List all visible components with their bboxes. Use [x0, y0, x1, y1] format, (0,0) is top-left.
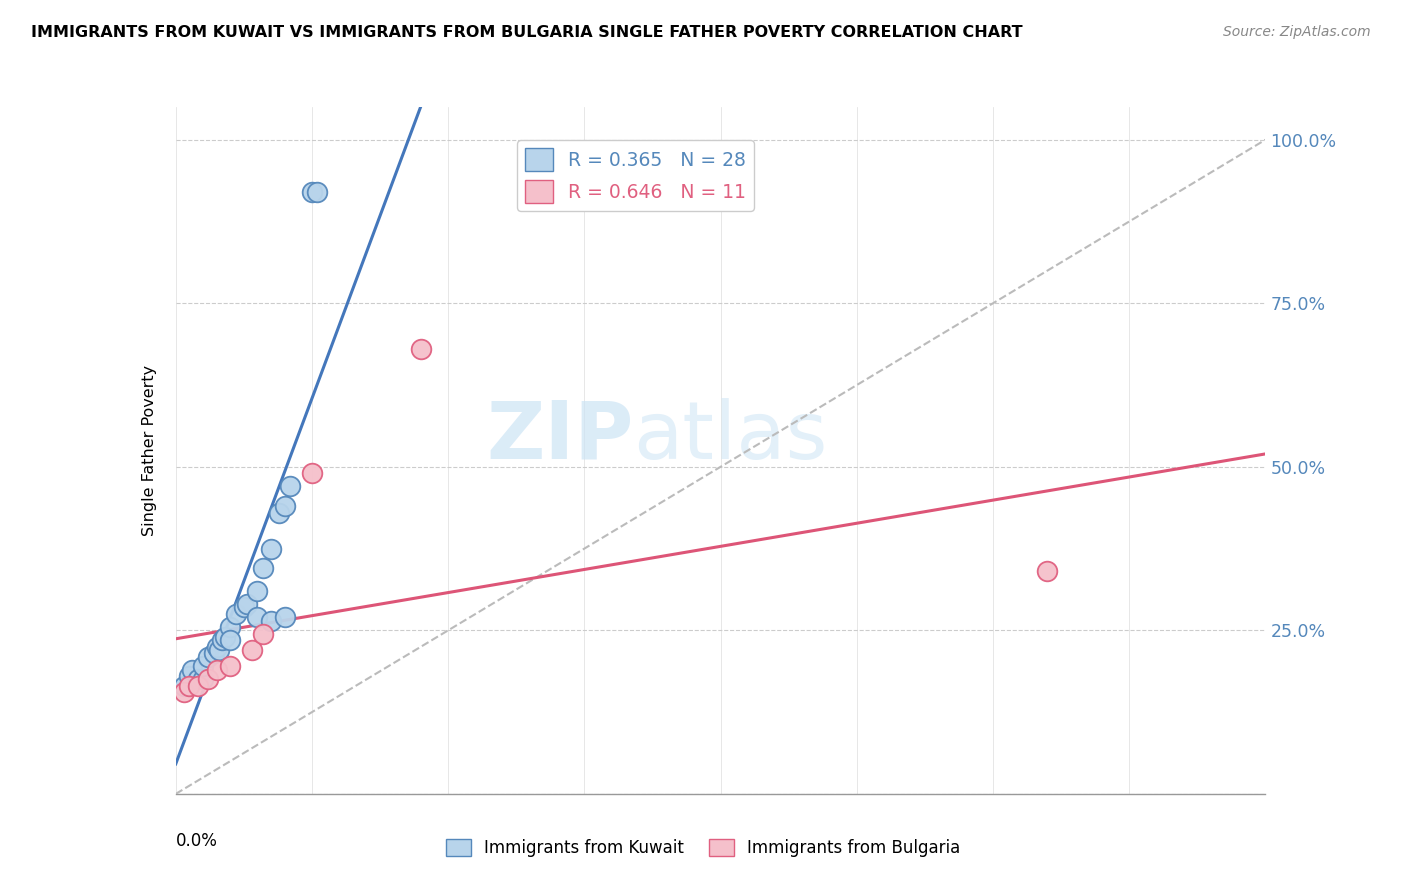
Point	[219, 633, 242, 648]
Point	[219, 620, 242, 634]
Point	[225, 607, 247, 621]
Text: ZIP: ZIP	[486, 398, 633, 475]
Point	[307, 185, 329, 199]
Point	[191, 673, 214, 687]
Point	[186, 673, 209, 687]
Point	[301, 467, 323, 481]
Point	[246, 584, 269, 599]
Point	[235, 597, 257, 611]
Point	[202, 646, 225, 660]
Text: Source: ZipAtlas.com: Source: ZipAtlas.com	[1223, 25, 1371, 39]
Point	[409, 342, 432, 356]
Point	[1036, 565, 1059, 579]
Point	[173, 685, 195, 699]
Point	[179, 679, 201, 693]
Point	[197, 673, 219, 687]
Point	[260, 614, 283, 628]
Point	[232, 600, 254, 615]
Text: 0.0%: 0.0%	[176, 831, 218, 850]
Point	[269, 506, 291, 520]
Point	[205, 640, 228, 654]
Point	[274, 610, 297, 624]
Point	[260, 541, 283, 556]
Point	[179, 669, 201, 683]
Point	[191, 659, 214, 673]
Point	[252, 626, 274, 640]
Point	[246, 610, 269, 624]
Point	[181, 663, 204, 677]
Y-axis label: Single Father Poverty: Single Father Poverty	[142, 365, 157, 536]
Legend: R = 0.365   N = 28, R = 0.646   N = 11: R = 0.365 N = 28, R = 0.646 N = 11	[517, 140, 754, 211]
Legend: Immigrants from Kuwait, Immigrants from Bulgaria: Immigrants from Kuwait, Immigrants from …	[439, 832, 967, 864]
Point	[278, 479, 301, 493]
Point	[274, 499, 297, 513]
Text: atlas: atlas	[633, 398, 828, 475]
Point	[197, 649, 219, 664]
Point	[208, 643, 231, 657]
Point	[240, 643, 263, 657]
Point	[186, 679, 209, 693]
Text: IMMIGRANTS FROM KUWAIT VS IMMIGRANTS FROM BULGARIA SINGLE FATHER POVERTY CORRELA: IMMIGRANTS FROM KUWAIT VS IMMIGRANTS FRO…	[31, 25, 1022, 40]
Point	[301, 185, 323, 199]
Point	[205, 663, 228, 677]
Point	[252, 561, 274, 575]
Point	[219, 659, 242, 673]
Point	[211, 633, 233, 648]
Point	[173, 679, 195, 693]
Point	[214, 630, 236, 644]
